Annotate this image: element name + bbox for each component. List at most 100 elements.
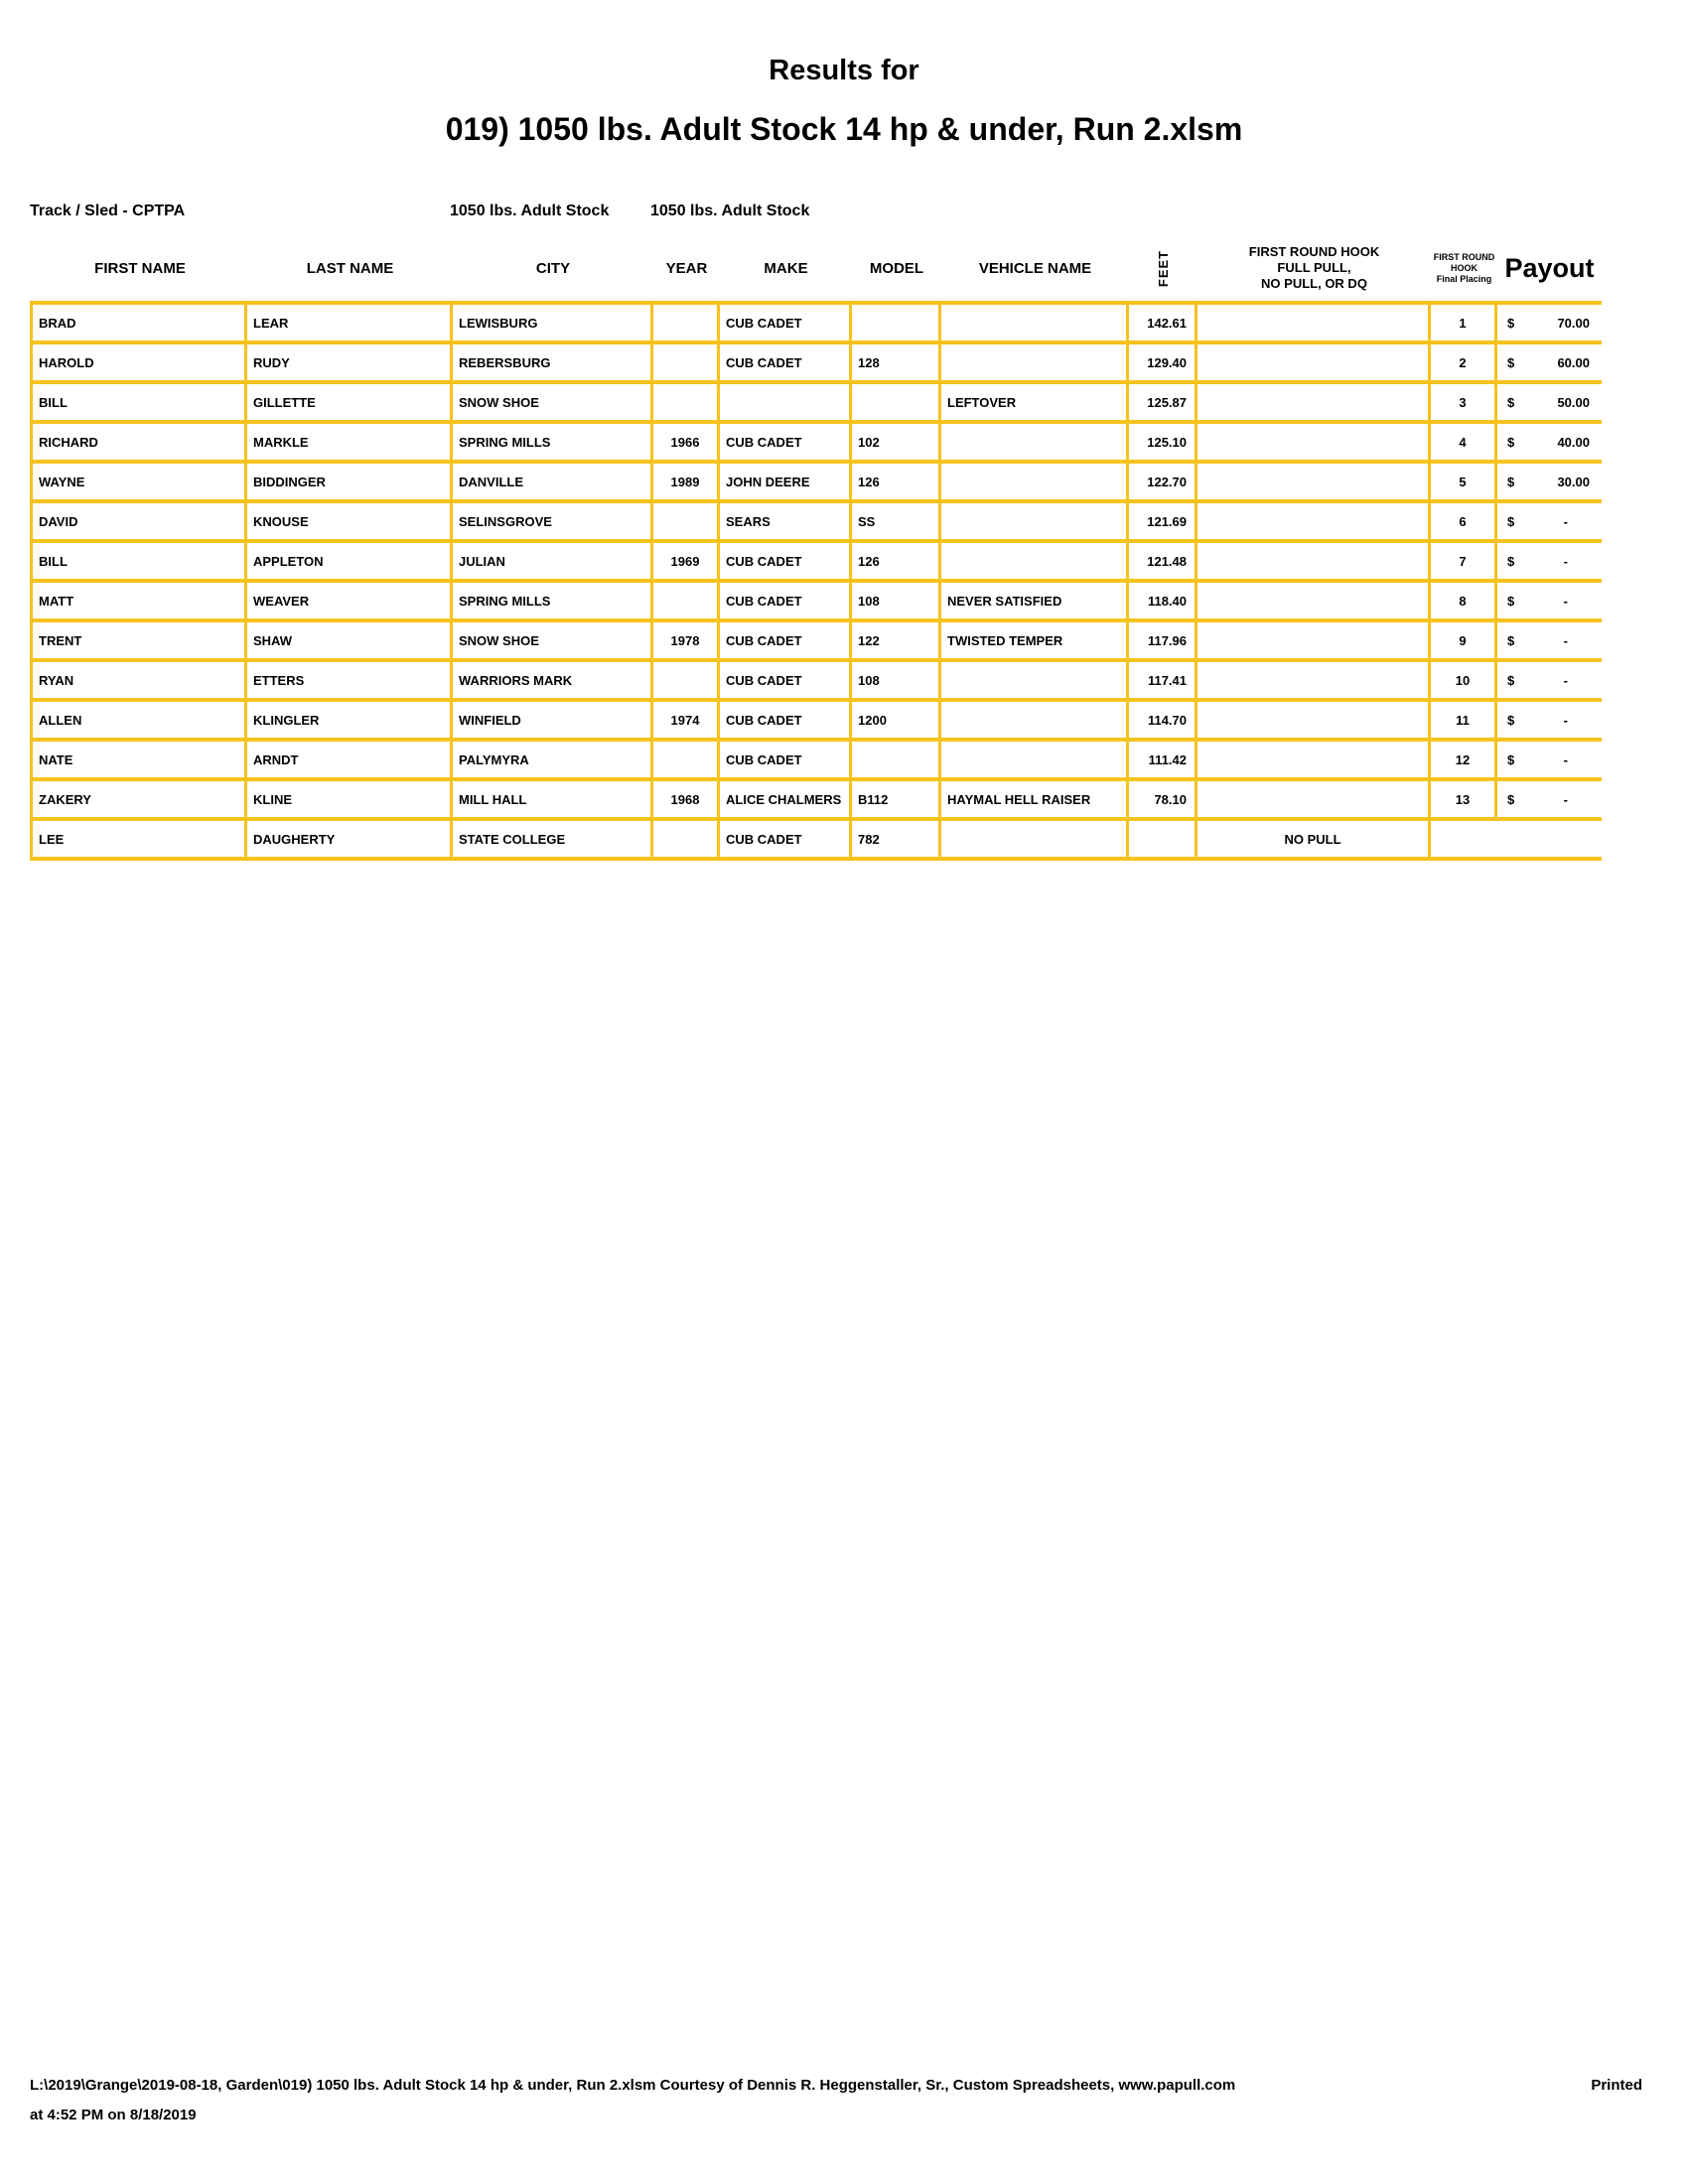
payout-amount: 70.00	[1557, 315, 1590, 331]
payout-currency-symbol: $	[1507, 434, 1515, 450]
results-table: BRAD LEAR LEWISBURG CUB CADET 142.61 1 $70.00 H…	[30, 301, 1602, 861]
cell-make: CUB CADET	[720, 742, 852, 777]
header-city: CITY	[535, 259, 571, 277]
cell-placing: 6	[1431, 503, 1497, 539]
cell-year	[653, 742, 720, 777]
header-payout: Payout	[1497, 236, 1602, 300]
cell-first-name: LEE	[33, 821, 247, 857]
cell-year	[653, 305, 720, 341]
cell-first-name: NATE	[33, 742, 247, 777]
payout-currency-symbol: $	[1507, 513, 1515, 529]
cell-last-name: WEAVER	[247, 583, 453, 618]
cell-hook	[1197, 344, 1431, 380]
table-row: ALLEN KLINGLER WINFIELD 1974 CUB CADET 1200 11…	[33, 702, 1602, 742]
cell-city: SNOW SHOE	[453, 622, 653, 658]
cell-last-name: SHAW	[247, 622, 453, 658]
header-placing-line3: Final Placing	[1436, 273, 1492, 284]
cell-feet: 118.40	[1129, 583, 1197, 618]
cell-vehicle-name	[941, 344, 1129, 380]
cell-first-name: RICHARD	[33, 424, 247, 460]
cell-model	[852, 384, 941, 420]
cell-year: 1968	[653, 781, 720, 817]
cell-hook: NO PULL	[1197, 821, 1431, 857]
cell-city: SELINSGROVE	[453, 503, 653, 539]
cell-feet: 111.42	[1129, 742, 1197, 777]
cell-city: STATE COLLEGE	[453, 821, 653, 857]
header-first-name: FIRST NAME	[94, 259, 186, 277]
cell-vehicle-name	[941, 464, 1129, 499]
cell-hook	[1197, 424, 1431, 460]
cell-payout: $70.00	[1497, 305, 1602, 341]
cell-placing: 7	[1431, 543, 1497, 579]
footer-printed-label: Printed	[1591, 2077, 1642, 2094]
cell-make: CUB CADET	[720, 424, 852, 460]
cell-placing: 8	[1431, 583, 1497, 618]
cell-make: CUB CADET	[720, 344, 852, 380]
cell-payout: $ -	[1497, 622, 1602, 658]
header-hook-line2: FULL PULL,	[1277, 260, 1351, 275]
cell-vehicle-name	[941, 742, 1129, 777]
cell-model	[852, 305, 941, 341]
cell-city: WINFIELD	[453, 702, 653, 738]
cell-placing: 10	[1431, 662, 1497, 698]
payout-amount: -	[1563, 513, 1568, 529]
cell-payout: $ -	[1497, 583, 1602, 618]
cell-year: 1974	[653, 702, 720, 738]
cell-model: 1200	[852, 702, 941, 738]
cell-year	[653, 384, 720, 420]
payout-amount: -	[1563, 593, 1568, 609]
header-year: YEAR	[665, 259, 708, 277]
header-placing-line1: FIRST ROUND	[1433, 251, 1495, 262]
cell-last-name: APPLETON	[247, 543, 453, 579]
cell-year: 1969	[653, 543, 720, 579]
cell-feet: 125.87	[1129, 384, 1197, 420]
cell-model: 102	[852, 424, 941, 460]
header-model: MODEL	[869, 259, 924, 277]
cell-placing: 2	[1431, 344, 1497, 380]
cell-feet: 125.10	[1129, 424, 1197, 460]
cell-vehicle-name: LEFTOVER	[941, 384, 1129, 420]
cell-first-name: WAYNE	[33, 464, 247, 499]
header-vehicle-name: VEHICLE NAME	[978, 259, 1092, 277]
cell-last-name: BIDDINGER	[247, 464, 453, 499]
payout-amount: -	[1563, 553, 1568, 569]
cell-model: 128	[852, 344, 941, 380]
table-row: BILL GILLETTE SNOW SHOE LEFTOVER 125.87 3 $50.…	[33, 384, 1602, 424]
cell-city: SPRING MILLS	[453, 424, 653, 460]
table-header-row: FIRST NAME LAST NAME CITY YEAR MAKE MODE…	[33, 236, 1602, 300]
cell-placing: 5	[1431, 464, 1497, 499]
header-hook-line3: NO PULL, OR DQ	[1261, 276, 1367, 291]
cell-last-name: RUDY	[247, 344, 453, 380]
cell-vehicle-name	[941, 305, 1129, 341]
header-make: MAKE	[764, 259, 808, 277]
cell-placing: 13	[1431, 781, 1497, 817]
table-row: MATT WEAVER SPRING MILLS CUB CADET 108 NEVER …	[33, 583, 1602, 622]
payout-currency-symbol: $	[1507, 553, 1515, 569]
header-payout-text: Payout	[1504, 252, 1595, 283]
cell-last-name: ARNDT	[247, 742, 453, 777]
header-final-placing: FIRST ROUND HOOK Final Placing	[1431, 236, 1497, 300]
cell-first-name: DAVID	[33, 503, 247, 539]
table-row: BILL APPLETON JULIAN 1969 CUB CADET 126 121.48…	[33, 543, 1602, 583]
cell-payout: $ -	[1497, 543, 1602, 579]
cell-model: 126	[852, 543, 941, 579]
cell-last-name: LEAR	[247, 305, 453, 341]
cell-model: SS	[852, 503, 941, 539]
cell-placing: 4	[1431, 424, 1497, 460]
cell-vehicle-name	[941, 702, 1129, 738]
cell-city: WARRIORS MARK	[453, 662, 653, 698]
cell-year: 1966	[653, 424, 720, 460]
cell-feet: 78.10	[1129, 781, 1197, 817]
cell-last-name: GILLETTE	[247, 384, 453, 420]
cell-hook	[1197, 543, 1431, 579]
table-row: LEE DAUGHERTY STATE COLLEGE CUB CADET 782 NO …	[33, 821, 1602, 861]
payout-amount: 50.00	[1557, 394, 1590, 410]
cell-hook	[1197, 305, 1431, 341]
cell-first-name: TRENT	[33, 622, 247, 658]
cell-placing: 9	[1431, 622, 1497, 658]
cell-payout: $30.00	[1497, 464, 1602, 499]
table-row: ZAKERY KLINE MILL HALL 1968 ALICE CHALMERS B1…	[33, 781, 1602, 821]
cell-make: CUB CADET	[720, 583, 852, 618]
cell-feet: 117.96	[1129, 622, 1197, 658]
